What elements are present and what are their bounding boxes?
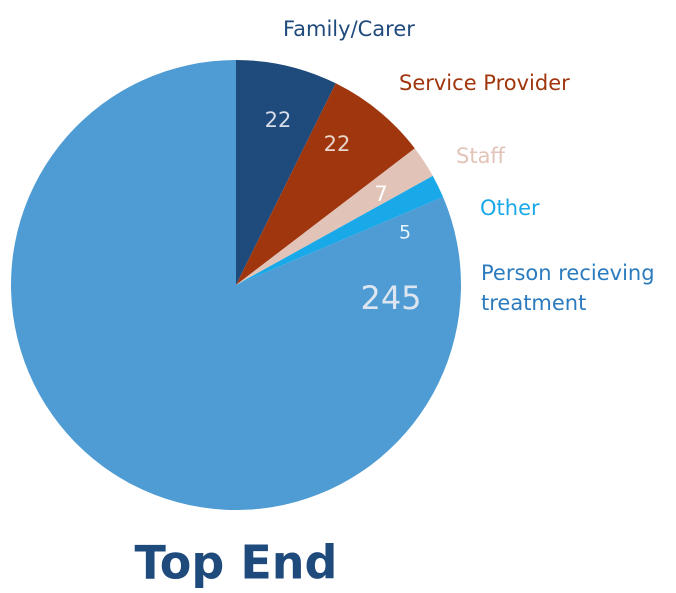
- value-label: 7: [374, 182, 387, 206]
- legend-label: Family/Carer: [283, 17, 415, 41]
- pie-slice: [236, 60, 336, 285]
- value-label: 22: [324, 132, 351, 156]
- value-label: 5: [399, 222, 411, 244]
- pie-slice: [236, 175, 444, 285]
- legend-label: Person recieving treatment: [481, 261, 655, 315]
- value-label: 245: [360, 279, 421, 317]
- legend-label: Staff: [456, 144, 505, 168]
- legend-label: Service Provider: [399, 71, 570, 95]
- legend-label: Other: [480, 196, 540, 220]
- pie-slice: [11, 60, 462, 510]
- pie-slice: [236, 83, 415, 285]
- chart-title: Top End: [135, 536, 338, 590]
- value-label: 22: [265, 108, 292, 132]
- pie-slice: [236, 148, 433, 285]
